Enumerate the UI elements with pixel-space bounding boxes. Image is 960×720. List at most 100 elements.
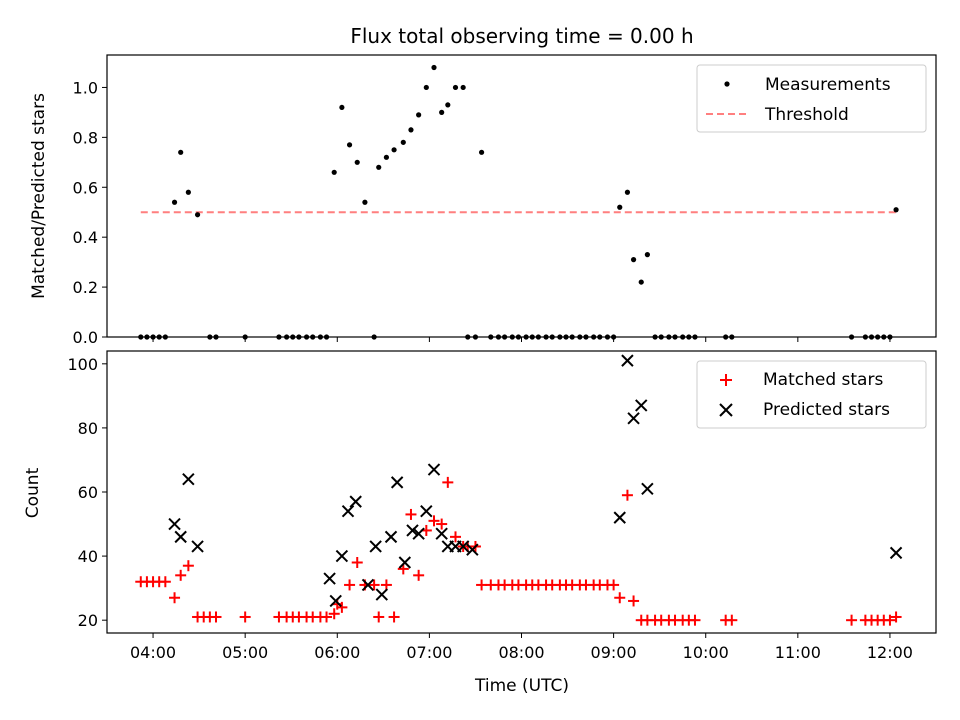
chart-title: Flux total observing time = 0.00 h xyxy=(350,24,693,48)
legend-predicted-marker xyxy=(719,403,733,417)
measurement-point xyxy=(893,207,899,213)
bottom-x-tick-label: 09:00 xyxy=(591,643,637,662)
top-panel: 0.0 0.2 0.4 0.6 0.8 1.0 Matched/Predicted sta… xyxy=(29,54,937,347)
top-y-tick-label: 1.0 xyxy=(73,78,98,97)
predicted-star-point xyxy=(335,549,349,563)
top-y-tick-label: 0.0 xyxy=(73,328,98,347)
bottom-x-tick-label: 04:00 xyxy=(130,643,176,662)
measurement-point xyxy=(439,109,445,115)
legend-measurements-marker xyxy=(724,81,730,87)
predicted-star-point xyxy=(427,463,441,476)
predicted-star-point xyxy=(406,524,419,537)
measurement-point xyxy=(638,279,644,285)
predicted-star-point xyxy=(369,540,382,553)
matched-star-point xyxy=(159,576,171,588)
predicted-star-point xyxy=(635,399,648,412)
bottom-y-ticks: 20 40 60 80 100 xyxy=(67,355,107,630)
predicted-star-point xyxy=(349,495,362,508)
measurement-point xyxy=(346,142,353,148)
predicted-star-point xyxy=(174,530,187,544)
predicted-star-point xyxy=(412,527,425,540)
predicted-star-point xyxy=(641,482,654,496)
measurement-point xyxy=(630,257,637,263)
measurement-point xyxy=(362,199,368,205)
measurement-point xyxy=(178,149,184,155)
matched-star-point xyxy=(689,614,701,626)
measurement-point xyxy=(185,189,191,195)
predicted-star-point xyxy=(168,517,181,531)
bottom-legend: Matched stars Predicted stars xyxy=(696,360,927,429)
top-legend: Measurements Threshold xyxy=(696,64,927,133)
bottom-x-tick-label: 06:00 xyxy=(314,643,360,662)
measurement-point xyxy=(431,64,437,71)
bottom-y-tick-label: 60 xyxy=(78,483,98,502)
measurement-point xyxy=(445,102,451,108)
bottom-x-ticks: 04:00 05:00 06:00 07:00 08:00 09:00 10:00 11:00… xyxy=(130,633,913,662)
bottom-x-axis-label: Time (UTC) xyxy=(474,676,569,696)
matched-star-point xyxy=(328,608,340,620)
legend-matched-marker xyxy=(720,374,732,386)
measurement-point xyxy=(400,139,406,145)
measurement-point xyxy=(644,252,650,258)
matched-star-point xyxy=(476,579,488,591)
measurement-point xyxy=(416,112,422,118)
matched-star-point xyxy=(449,531,461,543)
matched-star-point xyxy=(628,595,640,607)
top-y-tick-label: 0.6 xyxy=(73,178,98,197)
bottom-x-tick-label: 10:00 xyxy=(683,643,729,662)
top-y-tick-label: 0.2 xyxy=(73,278,98,297)
matched-star-point xyxy=(621,489,633,501)
matched-star-point xyxy=(351,557,363,568)
predicted-star-point xyxy=(398,556,412,569)
matched-star-point xyxy=(182,560,194,572)
predicted-star-point xyxy=(621,354,634,367)
matched-stars-layer xyxy=(135,476,902,626)
bottom-legend-box xyxy=(696,360,927,429)
bottom-y-tick-label: 80 xyxy=(78,419,98,438)
measurement-point xyxy=(376,164,382,170)
measurement-point xyxy=(617,204,623,210)
predicted-star-point xyxy=(627,412,640,425)
bottom-x-tick-label: 12:00 xyxy=(867,643,913,662)
bottom-y-tick-label: 100 xyxy=(67,355,98,374)
matched-star-point xyxy=(436,518,448,530)
measurement-point xyxy=(339,104,345,111)
top-x-ticks xyxy=(152,337,891,342)
matched-star-point xyxy=(368,579,380,591)
predicted-star-point xyxy=(375,588,389,601)
matched-star-point xyxy=(428,515,440,527)
top-y-axis-label: Matched/Predicted stars xyxy=(29,93,49,299)
measurement-point xyxy=(331,169,337,175)
predicted-star-point xyxy=(466,543,479,556)
predicted-star-point xyxy=(889,546,903,560)
measurement-point xyxy=(624,189,631,195)
predicted-star-point xyxy=(390,476,404,489)
predicted-stars-layer xyxy=(168,354,903,608)
matched-star-point xyxy=(846,614,858,626)
measurement-point xyxy=(171,199,178,205)
matched-star-point xyxy=(726,614,738,626)
matched-star-point xyxy=(413,569,425,581)
predicted-star-point xyxy=(191,540,204,553)
matched-star-point xyxy=(336,601,348,613)
matched-star-point xyxy=(884,614,896,626)
matched-star-point xyxy=(373,611,385,623)
predicted-star-point xyxy=(613,511,626,524)
bottom-y-tick-label: 20 xyxy=(78,611,98,630)
legend-predicted-label: Predicted stars xyxy=(763,400,890,420)
predicted-star-point xyxy=(341,505,355,518)
measurement-point xyxy=(408,127,414,133)
measurement-point xyxy=(452,84,459,91)
matched-star-point xyxy=(175,569,187,581)
bottom-x-tick-label: 11:00 xyxy=(775,643,821,662)
bottom-y-axis-label: Count xyxy=(23,467,43,518)
measurement-point xyxy=(391,147,397,153)
predicted-star-point xyxy=(323,572,336,585)
matched-star-point xyxy=(608,579,620,591)
bottom-panel: 20 40 60 80 100 04:00 05:00 06:00 07:00 08:00 09:… xyxy=(23,350,937,696)
legend-matched-label: Matched stars xyxy=(763,370,883,390)
measurement-point xyxy=(354,159,360,165)
matched-star-point xyxy=(405,508,417,520)
predicted-star-point xyxy=(361,578,375,592)
bottom-x-tick-label: 05:00 xyxy=(222,643,268,662)
